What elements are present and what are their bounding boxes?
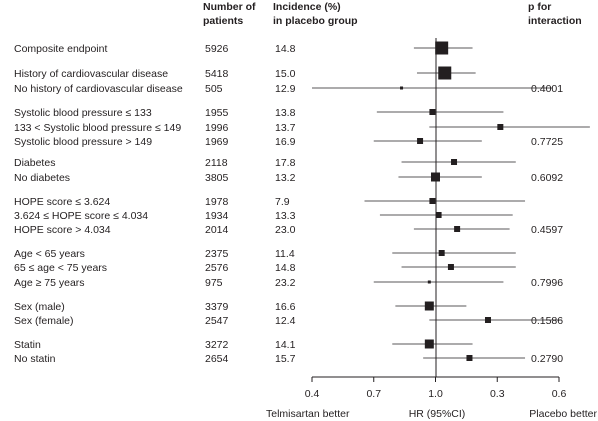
row-17-patients: 2654 [205, 353, 229, 365]
row-13-group-label: Age ≥ 75 years [14, 277, 85, 289]
row-7-incidence: 13.2 [275, 172, 296, 184]
row-3-hr-marker [429, 109, 436, 115]
row-15-hr-marker [484, 317, 491, 323]
row-9-incidence: 13.3 [275, 210, 296, 222]
row-16-hr-marker [424, 339, 434, 349]
incidence-header-line1: Incidence (%) [273, 1, 341, 13]
x-tick-label-3: 0.3 [490, 388, 505, 400]
row-12-hr-marker [447, 264, 454, 270]
p-interaction-header-line2: interaction [528, 15, 582, 27]
p-interaction-header-line1: p for [528, 1, 551, 13]
row-0-hr-marker [435, 41, 449, 55]
row-9-hr-marker [435, 212, 442, 218]
row-10-p-interaction: 0.4597 [531, 224, 563, 236]
row-6-group-label: Diabetes [14, 157, 55, 169]
row-14-group-label: Sex (male) [14, 301, 65, 313]
row-5-incidence: 16.9 [275, 136, 296, 148]
row-1-hr-marker [438, 66, 452, 80]
row-1-group-label: History of cardiovascular disease [14, 68, 168, 80]
row-2-patients: 505 [205, 83, 223, 95]
row-17-hr-marker [466, 355, 473, 361]
row-15-p-interaction: 0.1586 [531, 315, 563, 327]
row-12-group-label: 65 ≤ age < 75 years [14, 262, 107, 274]
row-15-patients: 2547 [205, 315, 229, 327]
x-tick-label-0: 0.4 [305, 388, 320, 400]
row-11-group-label: Age < 65 years [14, 248, 85, 260]
row-17-incidence: 15.7 [275, 353, 296, 365]
row-2-group-label: No history of cardiovascular disease [14, 83, 183, 95]
row-15-group-label: Sex (female) [14, 315, 74, 327]
row-12-patients: 2576 [205, 262, 229, 274]
row-16-patients: 3272 [205, 339, 229, 351]
row-5-hr-marker [417, 138, 424, 144]
row-11-hr-marker [438, 250, 445, 256]
row-4-group-label: 133 < Systolic blood pressure ≤ 149 [14, 122, 181, 134]
row-10-patients: 2014 [205, 224, 229, 236]
row-0-patients: 5926 [205, 43, 229, 55]
row-14-hr-marker [424, 301, 434, 311]
row-16-group-label: Statin [14, 339, 41, 351]
row-14-incidence: 16.6 [275, 301, 296, 313]
row-3-incidence: 13.8 [275, 107, 296, 119]
row-4-patients: 1996 [205, 122, 229, 134]
row-7-p-interaction: 0.6092 [531, 172, 563, 184]
x-tick-label-2: 1.0 [428, 388, 443, 400]
row-16-incidence: 14.1 [275, 339, 296, 351]
row-17-group-label: No statin [14, 353, 56, 365]
row-12-incidence: 14.8 [275, 262, 296, 274]
row-3-group-label: Systolic blood pressure ≤ 133 [14, 107, 152, 119]
patients-header-line2: patients [203, 15, 243, 27]
x-axis-ticks: 0.4 0.7 1.0 0.3 0.6 [305, 377, 567, 400]
row-10-hr-marker [454, 226, 461, 232]
row-8-patients: 1978 [205, 196, 229, 208]
row-9-group-label: 3.624 ≤ HOPE score ≤ 4.034 [14, 210, 148, 222]
x-axis-left-label: Telmisartan better [266, 408, 350, 420]
x-tick-label-1: 0.7 [366, 388, 381, 400]
row-4-hr-marker [497, 124, 504, 130]
row-13-p-interaction: 0.7996 [531, 277, 563, 289]
row-11-patients: 2375 [205, 248, 229, 260]
row-13-incidence: 23.2 [275, 277, 296, 289]
row-1-incidence: 15.0 [275, 68, 296, 80]
row-7-group-label: No diabetes [14, 172, 70, 184]
row-3-patients: 1955 [205, 107, 229, 119]
row-13-patients: 975 [205, 277, 223, 289]
row-0-group-label: Composite endpoint [14, 43, 107, 55]
x-axis-right-label: Placebo better [529, 408, 597, 420]
row-10-incidence: 23.0 [275, 224, 296, 236]
row-6-incidence: 17.8 [275, 157, 296, 169]
row-15-incidence: 12.4 [275, 315, 296, 327]
row-14-patients: 3379 [205, 301, 229, 313]
row-8-group-label: HOPE score ≤ 3.624 [14, 196, 110, 208]
row-2-p-interaction: 0.4001 [531, 83, 563, 95]
row-6-patients: 2118 [205, 157, 228, 169]
row-1-patients: 5418 [205, 68, 229, 80]
row-0-incidence: 14.8 [275, 43, 296, 55]
row-17-p-interaction: 0.2790 [531, 353, 563, 365]
patients-header-line1: Number of [203, 1, 256, 13]
row-10-group-label: HOPE score > 4.034 [14, 224, 111, 236]
row-5-patients: 1969 [205, 136, 229, 148]
incidence-header-line2: in placebo group [273, 15, 358, 27]
row-5-p-interaction: 0.7725 [531, 136, 563, 148]
x-axis-label: HR (95%CI) [409, 408, 466, 420]
row-11-incidence: 11.4 [275, 248, 295, 260]
row-2-hr-marker [400, 86, 404, 90]
forest-rows: Composite endpoint 5926 14.8 History of car… [14, 41, 590, 365]
row-2-incidence: 12.9 [275, 83, 296, 95]
row-6-hr-marker [451, 159, 458, 165]
row-5-group-label: Systolic blood pressure > 149 [14, 136, 152, 148]
row-8-hr-marker [429, 198, 436, 204]
row-13-hr-marker [427, 280, 431, 284]
x-tick-label-4: 0.6 [552, 388, 567, 400]
row-7-patients: 3805 [205, 172, 229, 184]
row-8-incidence: 7.9 [275, 196, 290, 208]
row-9-patients: 1934 [205, 210, 229, 222]
row-4-incidence: 13.7 [275, 122, 296, 134]
